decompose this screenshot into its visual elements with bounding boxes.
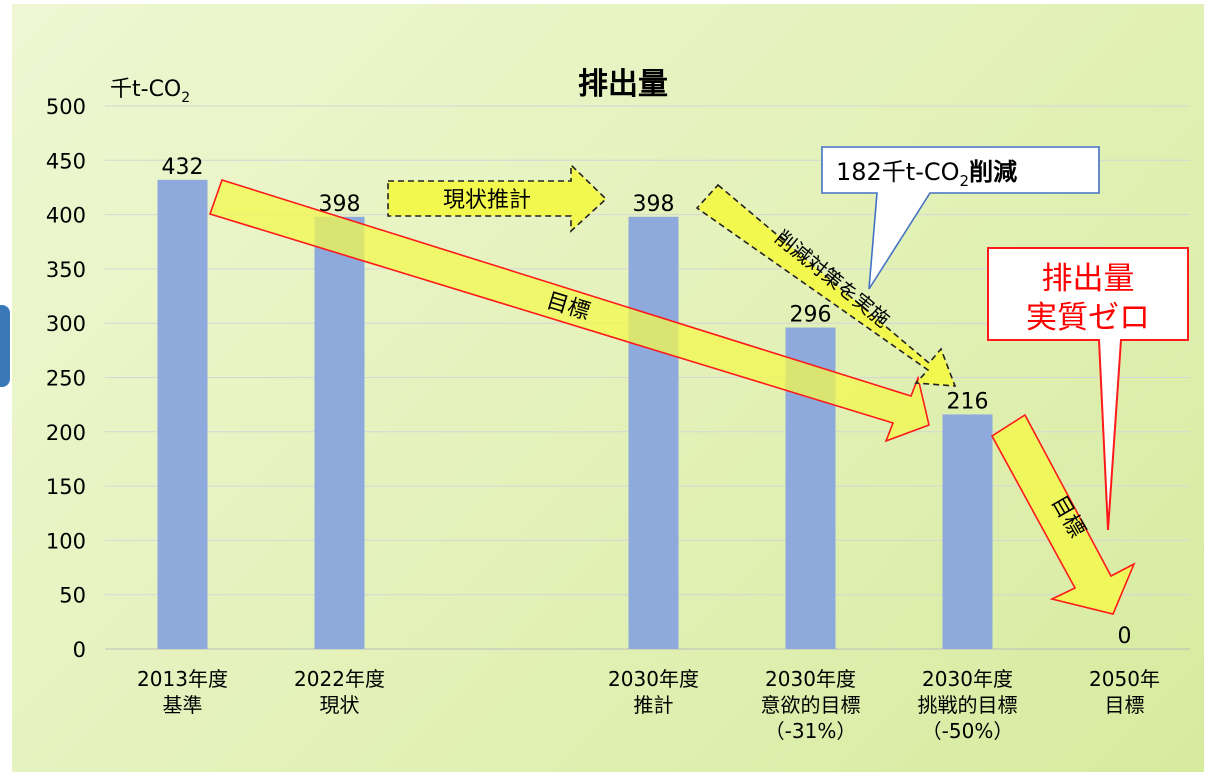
- x-tick-label: （-50%）: [922, 719, 1014, 743]
- x-tick-label: 2050年: [1089, 667, 1160, 691]
- data-label: 0: [1118, 624, 1132, 649]
- bar: [628, 216, 679, 649]
- net-zero-line-2: 実質ゼロ: [1026, 300, 1150, 336]
- x-tick-label: 目標: [1105, 693, 1145, 717]
- data-label: 216: [947, 389, 989, 414]
- x-tick-label: 推計: [634, 693, 674, 717]
- reduction-callout-text: 182千t-CO2削減: [836, 158, 1017, 190]
- y-tick-label: 50: [59, 584, 86, 608]
- x-tick-label: 2030年度: [608, 667, 699, 691]
- x-tick-label: （-31%）: [765, 719, 857, 743]
- x-tick-label: 意欲的目標: [761, 693, 861, 717]
- current-estimate-label: 現状推計: [443, 188, 531, 213]
- y-tick-label: 200: [46, 421, 86, 445]
- x-tick-label: 2013年度: [137, 667, 228, 691]
- side-tab: [0, 305, 10, 387]
- reduction-callout: 182千t-CO2削減: [821, 146, 1100, 290]
- data-label: 296: [790, 303, 832, 328]
- y-tick-label: 300: [46, 312, 86, 336]
- y-unit-label: 千t-CO2: [110, 77, 190, 106]
- chart-title: 排出量: [578, 67, 668, 102]
- bar: [314, 216, 365, 649]
- y-tick-label: 400: [46, 204, 86, 228]
- x-tick-label: 基準: [163, 693, 203, 717]
- y-tick-label: 150: [46, 475, 86, 499]
- x-tick-label: 2030年度: [922, 667, 1013, 691]
- y-tick-label: 0: [73, 638, 86, 662]
- x-axis-labels: 2013年度基準2022年度現状2030年度推計2030年度意欲的目標（-31%…: [137, 667, 1160, 743]
- x-tick-label: 2022年度: [294, 667, 385, 691]
- bar: [942, 414, 993, 649]
- y-tick-label: 500: [46, 95, 86, 119]
- y-tick-label: 350: [46, 258, 86, 282]
- y-tick-label: 250: [46, 367, 86, 391]
- y-tick-label: 450: [46, 149, 86, 173]
- data-label: 432: [162, 155, 204, 180]
- x-tick-label: 挑戦的目標: [918, 693, 1018, 717]
- net-zero-line-1: 排出量: [1042, 261, 1135, 297]
- y-tick-label: 100: [46, 529, 86, 553]
- current-estimate-arrow: 現状推計: [387, 163, 608, 233]
- chart-background: [12, 4, 1204, 772]
- x-tick-label: 現状: [320, 693, 360, 717]
- net-zero-callout: 排出量 実質ゼロ: [987, 247, 1189, 531]
- x-tick-label: 2030年度: [765, 667, 856, 691]
- target-arrow-2030: 目標: [208, 179, 930, 443]
- data-label: 398: [633, 192, 675, 217]
- bar: [157, 179, 208, 649]
- y-axis-ticks: 0 50 100 150 200 250 300 350 400 450 500: [46, 95, 86, 662]
